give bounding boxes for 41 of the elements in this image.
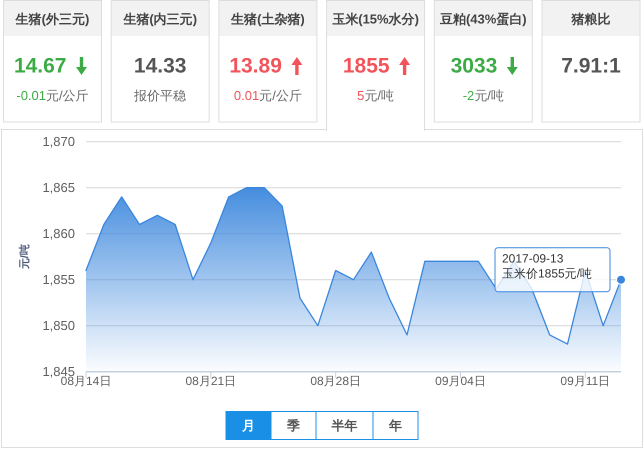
data-label: 14.67	[14, 54, 66, 78]
x-tick-label: 08月21日	[185, 374, 236, 388]
tab-button[interactable]	[270, 411, 316, 440]
tab-button[interactable]	[226, 411, 272, 440]
data-label: 1855	[342, 54, 390, 78]
y-tick-label: 1,845	[42, 364, 75, 380]
text: 元/公斤	[259, 88, 302, 102]
data-label: 0.01	[234, 88, 260, 102]
data-label: 13.89	[229, 54, 282, 78]
text: 玉米(15%水分)	[331, 12, 419, 26]
tab-button[interactable]	[316, 411, 374, 440]
text: 元/吨	[364, 88, 394, 102]
text: 生猪(内三元)	[122, 12, 198, 26]
text: 季	[286, 418, 300, 433]
annotation: 2017-09-13 玉米价1855元/吨	[502, 252, 592, 281]
text: 月	[241, 418, 255, 433]
data-label: 5	[357, 88, 364, 102]
text: 猪粮比	[570, 12, 610, 26]
x-tick-label: 08月28日	[310, 374, 362, 388]
x-tick-label: 09月11日	[560, 374, 610, 388]
y-tick-label: 1,860	[42, 226, 75, 242]
y-tick-label: 1,850	[42, 318, 75, 334]
text: 元/公斤	[46, 88, 89, 102]
data-label: -0.01	[16, 88, 46, 102]
text: 豆粕(43%蛋白)	[438, 12, 527, 26]
text: 半年	[330, 418, 358, 433]
tab-button[interactable]	[372, 411, 418, 440]
y-tick-label: 1,870	[42, 134, 75, 150]
text: 报价平稳	[133, 88, 186, 102]
data-label: 14.33	[134, 54, 186, 78]
x-tick-label: 09月04日	[435, 374, 486, 388]
text: 年	[388, 418, 402, 433]
text: 7.91:1	[561, 54, 622, 78]
y-tick-label: 1,865	[42, 180, 75, 196]
data-label: 3033	[450, 54, 498, 78]
data-label: -2	[462, 88, 474, 102]
y-axis-title: 元/吨	[18, 244, 31, 270]
text: 元/吨	[474, 88, 504, 102]
text: 生猪(外三元)	[14, 12, 90, 26]
y-tick-label: 1,855	[42, 272, 75, 288]
text: 生猪(土杂猪)	[230, 12, 305, 26]
